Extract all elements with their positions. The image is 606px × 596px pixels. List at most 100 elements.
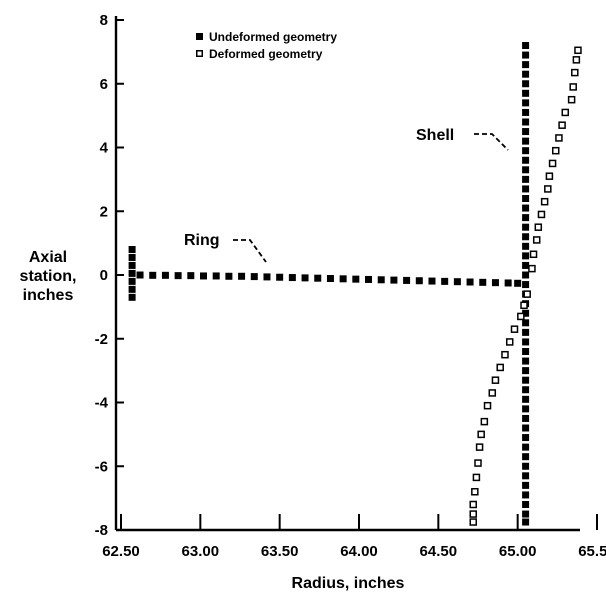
data-point-undeformed: [149, 271, 157, 279]
y-tick-label: 2: [100, 203, 108, 220]
data-point-undeformed: [428, 277, 436, 285]
data-point-undeformed: [522, 261, 530, 269]
data-point-deformed: [555, 134, 563, 142]
series-deformed-geometry: [469, 46, 582, 526]
data-series: [128, 42, 582, 526]
data-point-undeformed: [522, 501, 530, 508]
data-point-undeformed: [522, 328, 530, 336]
data-point-undeformed: [522, 405, 530, 413]
x-tick-label: 62.50: [102, 543, 140, 560]
y-axis-title-line-1: Axial: [29, 249, 67, 266]
data-point-undeformed: [326, 275, 334, 283]
data-point-undeformed: [365, 275, 373, 283]
data-point-undeformed: [522, 518, 530, 526]
data-point-undeformed: [174, 272, 182, 280]
data-point-deformed: [474, 459, 482, 467]
data-point-undeformed: [522, 462, 530, 470]
legend-marker-deformed: [196, 50, 203, 57]
x-axis-title: Radius, inches: [292, 575, 405, 592]
x-tick-label: 63.50: [261, 543, 299, 560]
data-point-undeformed: [522, 42, 530, 49]
data-point-undeformed: [250, 273, 258, 281]
data-point-undeformed: [403, 276, 411, 284]
ring-leader-line: [233, 239, 267, 263]
data-point-undeformed: [522, 99, 530, 107]
data-point-undeformed: [390, 276, 398, 284]
data-point-deformed: [569, 83, 577, 91]
data-point-undeformed: [522, 61, 530, 69]
data-point-deformed: [505, 338, 514, 346]
data-point-undeformed: [128, 261, 136, 269]
data-point-undeformed: [339, 275, 347, 283]
data-point-deformed: [469, 500, 477, 509]
data-point-undeformed: [522, 357, 530, 365]
y-tick-label: -6: [95, 458, 108, 475]
x-tick-label: 64.00: [340, 543, 378, 560]
data-point-deformed: [545, 172, 554, 180]
data-point-undeformed: [187, 272, 195, 280]
data-point-undeformed: [522, 195, 530, 202]
data-point-deformed: [475, 443, 484, 451]
data-point-deformed: [540, 197, 549, 206]
x-tick-label: 65.50: [578, 543, 606, 560]
x-tick-label: 65.00: [499, 543, 537, 560]
y-tick-label: -2: [95, 331, 108, 348]
data-point-undeformed: [522, 338, 530, 346]
ring-annotation: Ring: [184, 232, 267, 263]
data-point-undeformed: [453, 278, 461, 286]
data-point-undeformed: [504, 279, 512, 287]
data-point-undeformed: [522, 424, 530, 432]
data-point-deformed: [520, 301, 528, 310]
data-point-undeformed: [161, 271, 169, 279]
data-point-undeformed: [522, 281, 530, 289]
y-tick-label: 8: [100, 12, 108, 29]
data-point-undeformed: [522, 147, 530, 155]
y-tick-label: 4: [100, 140, 109, 157]
data-point-undeformed: [522, 175, 530, 183]
data-point-undeformed: [522, 166, 530, 174]
data-point-undeformed: [522, 434, 530, 442]
y-tick-label: 0: [100, 267, 108, 284]
data-point-deformed: [561, 108, 570, 117]
data-point-undeformed: [522, 309, 530, 317]
data-point-undeformed: [522, 214, 530, 222]
data-point-deformed: [483, 401, 492, 410]
data-point-undeformed: [522, 70, 530, 78]
data-point-undeformed: [491, 279, 499, 287]
shell-label: Shell: [416, 127, 454, 144]
data-point-undeformed: [522, 204, 530, 212]
data-point-deformed: [528, 264, 536, 273]
data-point-undeformed: [238, 272, 246, 280]
data-point-undeformed: [522, 271, 530, 279]
data-point-deformed: [529, 250, 538, 259]
ring-label: Ring: [184, 232, 220, 249]
data-point-undeformed: [522, 481, 530, 489]
data-point-undeformed: [522, 233, 530, 241]
legend-label-undeformed: Undeformed geometry: [209, 30, 337, 44]
series-undeformed-geometry: [128, 42, 530, 526]
data-point-undeformed: [128, 253, 136, 261]
data-point-undeformed: [522, 491, 530, 499]
legend-label-deformed: Deformed geometry: [209, 47, 323, 61]
data-point-undeformed: [522, 51, 530, 59]
data-point-deformed: [480, 417, 489, 426]
data-point-deformed: [558, 121, 566, 129]
data-point-undeformed: [522, 395, 530, 403]
data-point-deformed: [537, 210, 546, 219]
data-point-deformed: [471, 488, 479, 496]
data-point-undeformed: [276, 273, 284, 281]
x-ticks: 62.50 63.00 63.50 64.00 64.50 65.00 65.50: [102, 514, 606, 560]
data-point-deformed: [571, 68, 579, 77]
shell-leader-line: [474, 133, 509, 151]
data-point-deformed: [548, 159, 557, 168]
data-point-undeformed: [522, 223, 530, 231]
data-point-undeformed: [522, 510, 530, 518]
data-point-deformed: [477, 430, 485, 439]
data-point-undeformed: [522, 386, 530, 394]
data-point-undeformed: [522, 89, 530, 97]
data-point-deformed: [544, 185, 552, 193]
data-point-undeformed: [522, 376, 530, 384]
data-point-undeformed: [522, 414, 530, 422]
x-tick-label: 63.00: [182, 543, 220, 560]
